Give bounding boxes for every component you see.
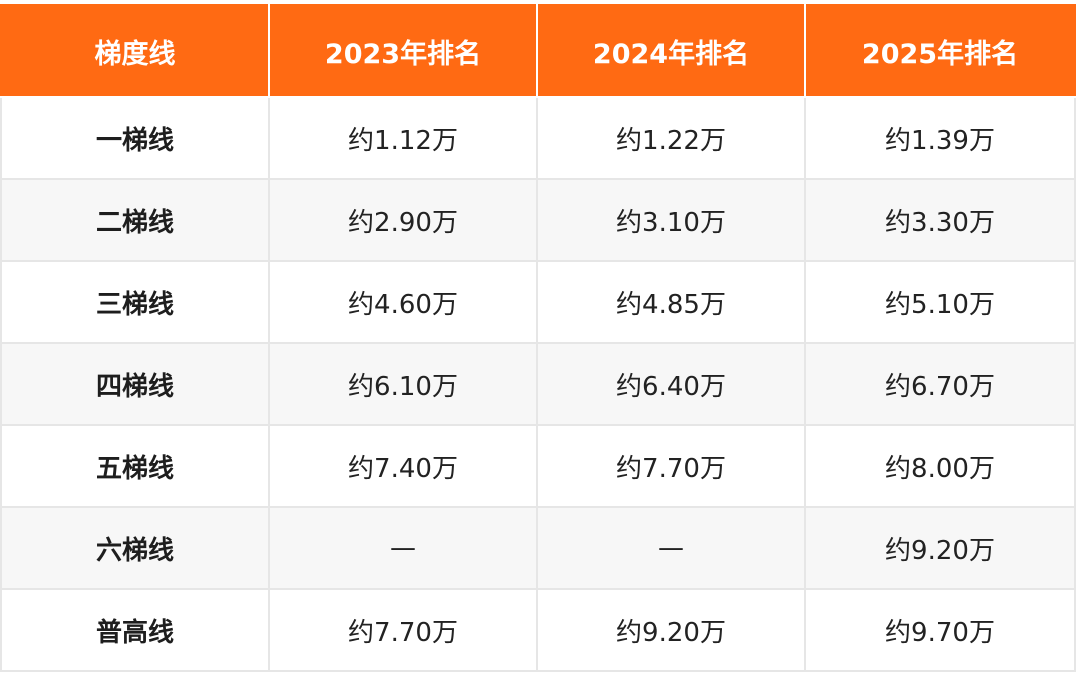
header-cell-tier: 梯度线 [0, 4, 270, 98]
rank-cell-2023: 约7.70万 [268, 588, 538, 672]
table-row: 四梯线 约6.10万 约6.40万 约6.70万 [0, 342, 1076, 426]
rank-cell-2025: 约8.00万 [804, 424, 1076, 508]
table-row: 六梯线 — — 约9.20万 [0, 506, 1076, 590]
rank-cell-2024: 约4.85万 [536, 260, 806, 344]
tier-cell: 四梯线 [0, 342, 270, 426]
ranking-table-container: 梯度线 2023年排名 2024年排名 2025年排名 一梯线 约1.12万 约… [0, 4, 1076, 686]
tier-cell: 五梯线 [0, 424, 270, 508]
rank-cell-2023: 约6.10万 [268, 342, 538, 426]
tier-cell: 普高线 [0, 588, 270, 672]
tier-cell: 一梯线 [0, 96, 270, 180]
header-cell-2024: 2024年排名 [536, 4, 806, 98]
table-row: 五梯线 约7.40万 约7.70万 约8.00万 [0, 424, 1076, 508]
table-row: 三梯线 约4.60万 约4.85万 约5.10万 [0, 260, 1076, 344]
rank-cell-2024: 约9.20万 [536, 588, 806, 672]
rank-cell-2023: — [268, 506, 538, 590]
tier-cell: 二梯线 [0, 178, 270, 262]
header-row: 梯度线 2023年排名 2024年排名 2025年排名 [0, 4, 1076, 98]
tier-cell: 三梯线 [0, 260, 270, 344]
rank-cell-2024: 约3.10万 [536, 178, 806, 262]
rank-cell-2025: 约3.30万 [804, 178, 1076, 262]
header-cell-2025: 2025年排名 [804, 4, 1076, 98]
rank-cell-2024: — [536, 506, 806, 590]
header-cell-2023: 2023年排名 [268, 4, 538, 98]
table-row: 二梯线 约2.90万 约3.10万 约3.30万 [0, 178, 1076, 262]
rank-cell-2025: 约1.39万 [804, 96, 1076, 180]
table-row: 普高线 约7.70万 约9.20万 约9.70万 [0, 588, 1076, 672]
rank-cell-2024: 约7.70万 [536, 424, 806, 508]
ranking-table: 梯度线 2023年排名 2024年排名 2025年排名 一梯线 约1.12万 约… [0, 4, 1076, 672]
rank-cell-2025: 约9.20万 [804, 506, 1076, 590]
rank-cell-2025: 约5.10万 [804, 260, 1076, 344]
rank-cell-2024: 约1.22万 [536, 96, 806, 180]
rank-cell-2023: 约7.40万 [268, 424, 538, 508]
table-body: 一梯线 约1.12万 约1.22万 约1.39万 二梯线 约2.90万 约3.1… [0, 96, 1076, 672]
rank-cell-2023: 约1.12万 [268, 96, 538, 180]
rank-cell-2024: 约6.40万 [536, 342, 806, 426]
rank-cell-2023: 约4.60万 [268, 260, 538, 344]
rank-cell-2025: 约6.70万 [804, 342, 1076, 426]
table-row: 一梯线 约1.12万 约1.22万 约1.39万 [0, 96, 1076, 180]
tier-cell: 六梯线 [0, 506, 270, 590]
rank-cell-2025: 约9.70万 [804, 588, 1076, 672]
table-header: 梯度线 2023年排名 2024年排名 2025年排名 [0, 4, 1076, 98]
rank-cell-2023: 约2.90万 [268, 178, 538, 262]
